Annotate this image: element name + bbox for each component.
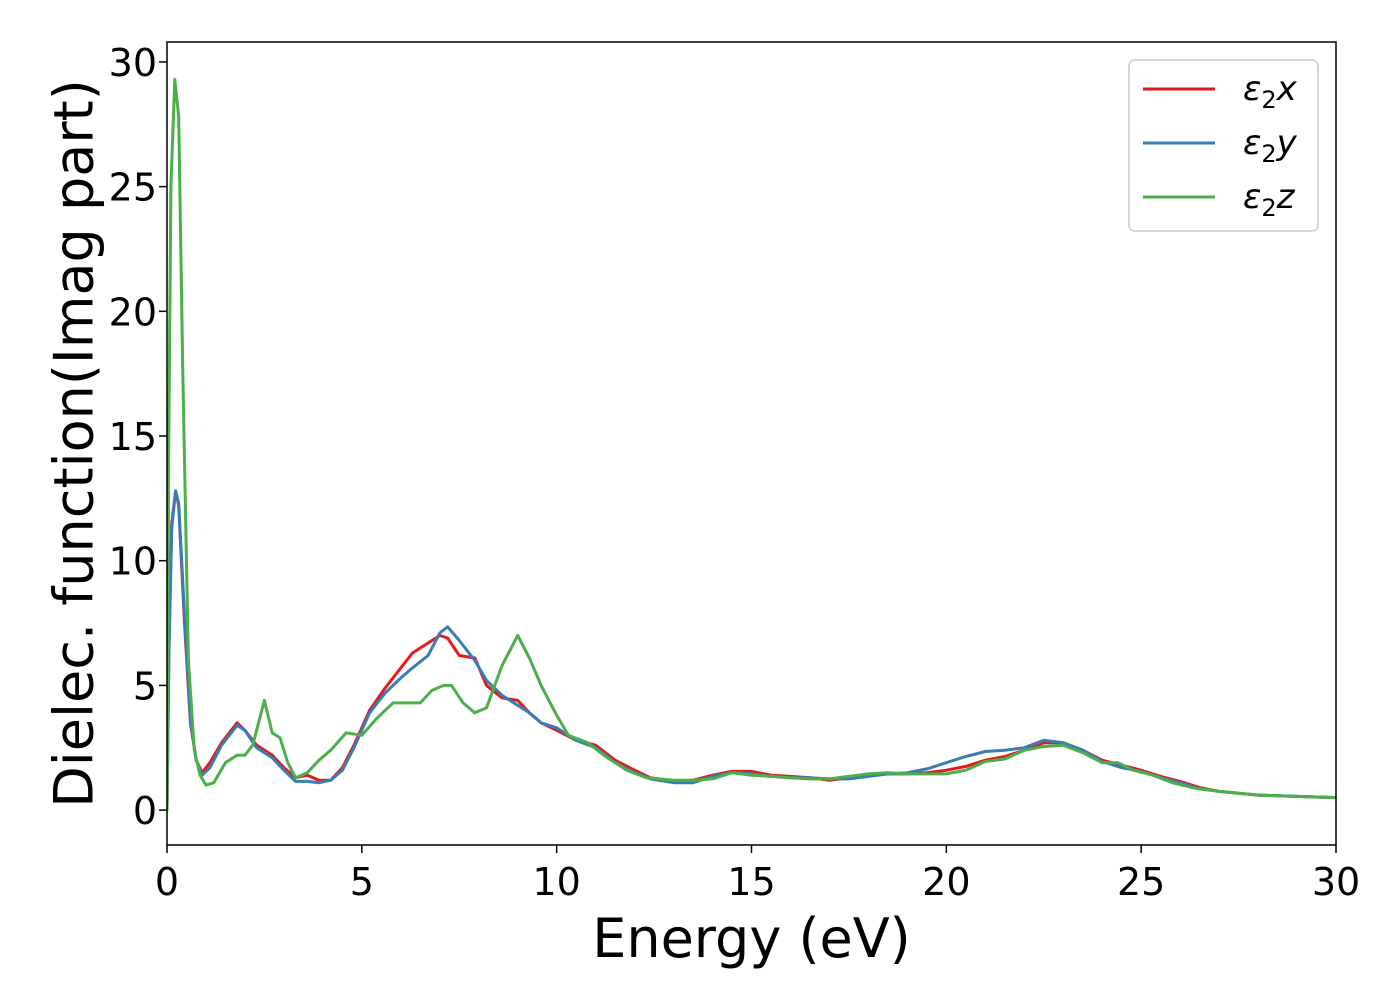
legend-label-x: ε2x	[1243, 69, 1298, 114]
series-line-z	[167, 77, 1336, 812]
x-tick-label: 5	[350, 860, 374, 904]
x-tick-label: 10	[532, 860, 580, 904]
series-line-x	[167, 489, 1336, 812]
y-tick-label: 0	[133, 789, 157, 833]
legend-label-y: ε2y	[1243, 123, 1298, 168]
y-tick-label: 25	[109, 166, 157, 210]
series-line-y	[167, 489, 1336, 812]
y-tick-label: 10	[109, 540, 157, 584]
y-tick-label: 15	[109, 415, 157, 459]
x-axis-ticks: 0 5 10 15 20 25 30	[155, 845, 1360, 904]
x-tick-label: 0	[155, 860, 179, 904]
y-tick-label: 30	[109, 41, 157, 85]
y-tick-label: 5	[133, 664, 157, 708]
x-tick-label: 25	[1117, 860, 1165, 904]
y-axis-ticks: 0 5 10 15 20 25 30	[109, 41, 167, 833]
legend-label-z: ε2z	[1243, 177, 1296, 222]
x-tick-label: 30	[1312, 860, 1360, 904]
legend: ε2x ε2y ε2z	[1128, 59, 1319, 232]
series-layer	[167, 77, 1336, 812]
x-axis-title: Energy (eV)	[592, 907, 911, 970]
x-tick-label: 20	[922, 860, 970, 904]
x-tick-label: 15	[727, 860, 775, 904]
y-axis-title: Dielec. function(Imag part)	[43, 79, 106, 808]
y-tick-label: 20	[109, 290, 157, 334]
legend-box	[1128, 59, 1319, 232]
